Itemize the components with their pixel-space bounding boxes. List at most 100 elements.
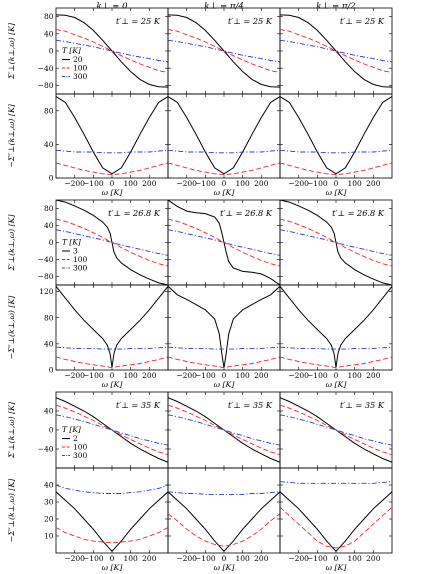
- y-tick-label: 40: [44, 221, 54, 230]
- legend-label-T300: 300: [73, 72, 88, 81]
- x-axis-label: ω [K]: [214, 188, 236, 197]
- x-tick-label: 200: [254, 179, 269, 188]
- x-tick-label: −100: [83, 554, 104, 563]
- legend-title: T [K]: [62, 46, 81, 55]
- series-line-T300: [280, 481, 392, 484]
- panel-frame: [55, 467, 169, 554]
- legend-label-T2: 2: [73, 434, 78, 443]
- y-axis-label-row1-real: Σ′⊥(k⊥,ω) [K]: [7, 22, 16, 80]
- x-axis-label: ω [K]: [326, 188, 348, 197]
- panel-row3-real-kpi4: t′⊥ = 35 K: [167, 391, 281, 469]
- series-line-T20: [56, 96, 168, 175]
- x-tick-label: 0: [110, 179, 115, 188]
- y-tick-label: 0: [49, 47, 54, 56]
- x-tick-label: −200: [64, 179, 85, 188]
- coupling-annotation: t′⊥ = 25 K: [228, 16, 273, 26]
- coupling-annotation: t′⊥ = 35 K: [340, 400, 385, 410]
- series-line-T20: [280, 96, 392, 175]
- series-line-T300: [168, 229, 280, 256]
- y-tick-label: 80: [44, 106, 54, 115]
- series-line-T100: [280, 506, 392, 549]
- x-tick-label: 100: [348, 179, 363, 188]
- x-tick-label: 200: [142, 554, 157, 563]
- x-tick-label: −200: [64, 554, 85, 563]
- x-tick-label: 200: [142, 371, 157, 380]
- x-tick-label: −200: [176, 179, 197, 188]
- coupling-annotation: t′⊥ = 26.8 K: [220, 208, 273, 218]
- x-tick-label: 100: [236, 371, 251, 380]
- y-tick-label: −40: [38, 255, 54, 264]
- x-tick-label: −100: [195, 179, 216, 188]
- x-tick-label: −100: [83, 371, 104, 380]
- x-tick-label: 0: [110, 554, 115, 563]
- series-line-T300: [56, 229, 168, 256]
- panel-row3-imag-kpi2: −200−100 0 100 200 ω [K]: [279, 467, 393, 572]
- x-axis-label: ω [K]: [214, 380, 236, 389]
- y-tick-label: 80: [44, 204, 54, 213]
- x-tick-label: −100: [195, 554, 216, 563]
- x-tick-label: 0: [334, 371, 339, 380]
- series-line-T300: [280, 149, 392, 154]
- x-tick-label: 0: [222, 371, 227, 380]
- x-tick-label: 0: [110, 371, 115, 380]
- series-line-T300: [56, 39, 168, 63]
- x-tick-label: 100: [236, 179, 251, 188]
- x-tick-label: −100: [307, 554, 328, 563]
- x-tick-label: 0: [334, 554, 339, 563]
- panel-row2-imag-kpi2: −200−100 0 100 200 ω [K]: [279, 284, 393, 389]
- panel-row2-real-kpi2: t′⊥ = 26.8 K: [279, 199, 393, 286]
- y-tick-label: 0: [49, 366, 54, 375]
- series-line-T300: [56, 484, 168, 494]
- series-line-T300: [168, 491, 280, 495]
- series-line-T100: [280, 162, 392, 176]
- panel-frame: [279, 467, 393, 554]
- x-tick-label: −200: [288, 371, 309, 380]
- y-tick-label: 0: [49, 238, 54, 247]
- legend-label-T100: 100: [73, 443, 88, 452]
- panel-frame: [55, 93, 169, 179]
- panel-row1-real-kpi2: t′⊥ = 25 K: [279, 7, 393, 95]
- y-tick-label: 40: [44, 339, 54, 348]
- series-line-T300: [56, 149, 168, 154]
- legend-label-T100: 100: [73, 255, 88, 264]
- coupling-annotation: t′⊥ = 35 K: [116, 400, 161, 410]
- panel-row3-imag-kpi4: −200−100 0 100 200 ω [K]: [167, 467, 281, 572]
- series-line-T3: [168, 285, 280, 369]
- series-line-T100: [168, 513, 280, 547]
- legend-label-T300: 300: [73, 451, 88, 460]
- series-line-T100: [168, 218, 280, 267]
- x-tick-label: 200: [142, 179, 157, 188]
- y-tick-label: 10: [44, 532, 54, 541]
- panel-row1-imag-kpi4: −200−100 0 100 200 ω [K]: [167, 93, 281, 197]
- x-tick-label: 100: [236, 554, 251, 563]
- panel-row3-real-kpi2: t′⊥ = 35 K: [279, 391, 393, 469]
- panel-row1-imag-kpi2: −200−100 0 100 200 ω [K]: [279, 93, 393, 197]
- panel-frame: [279, 284, 393, 371]
- series-line-T300: [280, 39, 392, 63]
- y-tick-label: 40: [44, 481, 54, 490]
- series-line-T3: [280, 285, 392, 368]
- x-axis-label: ω [K]: [102, 380, 124, 389]
- x-tick-label: 100: [124, 179, 139, 188]
- series-line-T100: [56, 218, 168, 267]
- legend-title: T [K]: [62, 425, 81, 434]
- y-tick-label: 40: [44, 407, 54, 416]
- coupling-annotation: t′⊥ = 26.8 K: [108, 208, 161, 218]
- x-tick-label: 100: [348, 371, 363, 380]
- x-tick-label: −200: [176, 371, 197, 380]
- column-title-k0: k⊥ = 0: [96, 2, 128, 12]
- series-line-T2: [280, 491, 392, 553]
- y-axis-label-row2-imag: −Σ″⊥(k⊥,ω) [K]: [7, 295, 16, 360]
- x-axis-label: ω [K]: [102, 188, 124, 197]
- y-tick-label: 80: [44, 12, 54, 21]
- legend-label-T300: 300: [73, 264, 88, 273]
- panel-row2-imag-kpi4: −200−100 0 100 200 ω [K]: [167, 284, 281, 389]
- x-axis-label: ω [K]: [326, 563, 348, 572]
- y-axis-label-row2-real: Σ′⊥(k⊥,ω) [K]: [7, 214, 16, 272]
